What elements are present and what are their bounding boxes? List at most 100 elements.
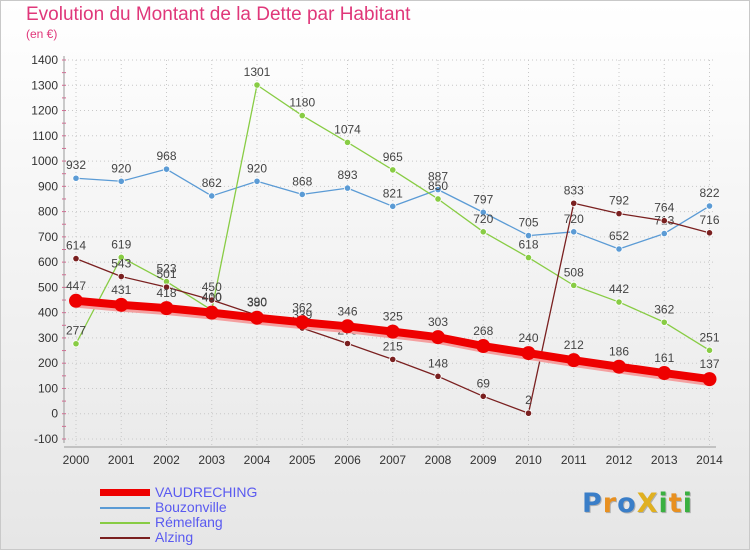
data-point: [570, 281, 578, 289]
data-label: 833: [564, 183, 584, 197]
data-label: 251: [699, 330, 719, 344]
data-label: 868: [292, 174, 312, 188]
data-point: [298, 111, 306, 120]
data-point: [69, 293, 83, 308]
logo-letter: i: [682, 488, 693, 519]
data-point: [159, 301, 174, 316]
y-tick-label: 1400: [31, 53, 58, 67]
data-label: 920: [247, 161, 267, 175]
legend-swatch: [100, 522, 150, 524]
legend-label: VAUDRECHING: [155, 484, 258, 500]
data-point: [705, 229, 714, 237]
data-point: [295, 315, 310, 330]
logo-letter: P: [582, 488, 603, 519]
data-point: [114, 297, 129, 312]
data-point: [615, 245, 623, 253]
data-point: [660, 318, 668, 326]
data-label: 418: [156, 286, 176, 300]
data-label: 543: [111, 257, 131, 271]
data-point: [253, 81, 261, 89]
legend-swatch: [100, 507, 150, 509]
data-label: 862: [202, 176, 222, 190]
data-label: 501: [156, 267, 176, 281]
data-label: 2: [525, 393, 532, 407]
data-point: [434, 372, 442, 380]
data-point: [434, 186, 442, 194]
data-point: [660, 217, 668, 225]
data-label: 325: [383, 310, 403, 324]
data-label: 932: [66, 158, 86, 172]
y-tick-label: 1000: [31, 154, 58, 168]
data-label: 850: [428, 179, 448, 193]
data-point: [476, 339, 491, 354]
data-label: 821: [383, 186, 403, 200]
legend-swatch: [100, 489, 150, 496]
y-tick-label: 900: [38, 179, 58, 193]
data-label: 1301: [244, 65, 271, 79]
data-label: 447: [66, 279, 86, 293]
y-tick-label: 700: [38, 230, 58, 244]
data-point: [204, 305, 219, 320]
y-tick-label: 1200: [31, 104, 58, 118]
data-label: 968: [156, 149, 176, 163]
data-point: [389, 355, 397, 364]
y-tick-label: 500: [38, 280, 58, 294]
data-label: 1180: [289, 96, 315, 110]
data-label: 431: [111, 283, 131, 297]
data-point: [524, 409, 533, 417]
data-label: 442: [609, 282, 629, 296]
x-tick-label: 2003: [198, 453, 225, 467]
data-label: 362: [292, 300, 312, 314]
x-tick-label: 2002: [153, 453, 180, 467]
x-tick-label: 2004: [244, 453, 271, 467]
unit-label: (en €): [26, 27, 58, 41]
data-label: 400: [202, 291, 222, 305]
data-point: [117, 272, 125, 281]
data-point: [117, 177, 125, 185]
legend-label: Rémelfang: [155, 514, 223, 530]
data-label: 346: [337, 304, 357, 318]
logo-letter: r: [602, 488, 618, 519]
y-tick-label: 1300: [31, 78, 58, 92]
data-point: [208, 296, 216, 304]
data-label: 619: [111, 237, 131, 251]
x-tick-label: 2001: [108, 453, 135, 467]
data-label: 705: [518, 216, 538, 230]
data-label: 508: [564, 265, 584, 279]
data-label: 148: [428, 356, 448, 370]
data-label: 764: [654, 201, 674, 215]
y-tick-label: 0: [51, 407, 58, 421]
data-point: [389, 166, 397, 174]
data-label: 822: [699, 186, 719, 200]
data-point: [479, 228, 487, 236]
data-point: [162, 283, 171, 291]
data-point: [660, 229, 668, 238]
data-point: [72, 254, 80, 263]
data-label: 268: [473, 324, 493, 338]
data-label: 523: [156, 262, 176, 276]
data-label: 652: [609, 229, 629, 243]
y-tick-label: 200: [38, 356, 58, 370]
data-label: 215: [383, 339, 403, 353]
data-point: [72, 174, 80, 182]
legend-label: Alzing: [155, 529, 194, 545]
data-point: [208, 192, 216, 200]
data-label: 390: [247, 295, 267, 309]
data-label: 893: [337, 168, 357, 182]
data-label: 240: [518, 331, 538, 345]
data-label: 161: [654, 351, 674, 365]
series-bouzonville: 932 920 968 862 920 868 893 821 887 797 705 720 652 7…: [66, 149, 720, 253]
x-tick-label: 2014: [696, 453, 723, 467]
data-point: [570, 199, 578, 207]
data-label: 792: [609, 194, 629, 208]
data-label: 720: [473, 212, 493, 226]
data-label: 920: [111, 161, 131, 175]
data-label: 450: [202, 280, 222, 294]
data-label: 380: [247, 296, 267, 310]
data-point: [702, 372, 717, 387]
data-point: [385, 324, 400, 339]
data-label: 887: [428, 170, 448, 184]
data-point: [479, 392, 487, 400]
line-chart: -100 0 100 200 300 400 500 600 700 800 900 1000 1100…: [31, 53, 723, 467]
